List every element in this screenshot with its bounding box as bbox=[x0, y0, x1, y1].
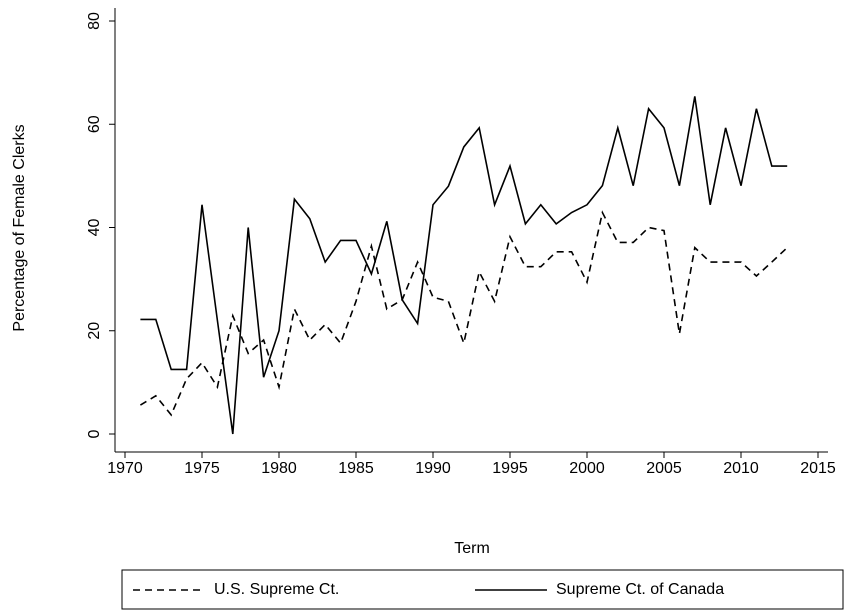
y-tick-label: 20 bbox=[86, 322, 103, 340]
x-tick-label: 1985 bbox=[338, 460, 374, 477]
x-tick-label: 1995 bbox=[492, 460, 528, 477]
x-tick-label: 1975 bbox=[184, 460, 220, 477]
y-tick-label: 80 bbox=[86, 12, 103, 30]
x-tick-label: 1980 bbox=[261, 460, 297, 477]
y-tick-label: 0 bbox=[86, 429, 103, 438]
x-tick-label: 2000 bbox=[569, 460, 605, 477]
x-axis-label: Term bbox=[454, 540, 490, 557]
series-line bbox=[140, 96, 788, 435]
x-tick-label: 1990 bbox=[415, 460, 451, 477]
x-tick-label: 2005 bbox=[646, 460, 682, 477]
legend bbox=[121, 569, 844, 610]
x-tick-label: 2010 bbox=[723, 460, 759, 477]
y-tick-label: 40 bbox=[86, 219, 103, 237]
y-axis-label: Percentage of Female Clerks bbox=[11, 124, 28, 331]
series-line bbox=[139, 210, 788, 417]
x-tick-label: 2015 bbox=[800, 460, 836, 477]
legend-label: Supreme Ct. of Canada bbox=[556, 581, 724, 598]
legend-label: U.S. Supreme Ct. bbox=[214, 581, 339, 598]
y-tick-label: 60 bbox=[86, 115, 103, 133]
x-tick-label: 1970 bbox=[107, 460, 143, 477]
